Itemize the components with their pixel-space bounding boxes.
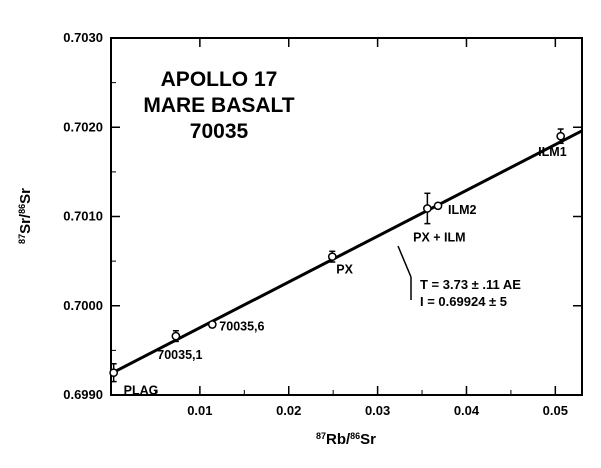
data-point-marker [556, 131, 566, 141]
x-axis-label: 87Rb/86Sr [316, 431, 376, 448]
xlabel-mass-top: 87 [316, 431, 326, 441]
x-tick-label: 0.01 [187, 403, 212, 418]
data-point-label: PLAG [124, 384, 159, 398]
data-point-label: 70035,6 [219, 319, 264, 333]
ylabel-elem-bottom: Sr [17, 188, 34, 204]
y-axis-label: 87Sr/86Sr [17, 188, 34, 244]
isochron-fit-line [110, 129, 583, 375]
y-tick-label: 0.7000 [63, 298, 103, 313]
x-tick-label: 0.04 [454, 403, 480, 418]
ylabel-mass-top: 87 [17, 234, 27, 244]
data-point-marker [423, 204, 432, 213]
y-tick-label: 0.7010 [63, 209, 103, 224]
data-point-marker [433, 201, 443, 211]
y-tick-label: 0.6990 [63, 387, 103, 402]
y-tick-label: 0.7020 [63, 119, 103, 134]
data-point-marker [171, 331, 181, 341]
ylabel-slash: / [17, 213, 34, 218]
xlabel-slash: / [346, 431, 351, 448]
data-point-label: ILM1 [538, 145, 567, 159]
title-line-3: 70035 [190, 120, 249, 143]
data-point-label: ILM2 [448, 203, 477, 217]
chart-title: APOLLO 17 MARE BASALT 70035 [143, 68, 294, 143]
xlabel-elem-top: Rb [326, 431, 346, 448]
x-tick-label: 0.05 [543, 403, 568, 418]
x-tick-label: 0.03 [365, 403, 390, 418]
data-point-marker [327, 252, 337, 262]
data-points: PLAG 70035,1 70035,6 PX PX + ILM ILM2 ILM1 [109, 128, 567, 398]
data-point-marker [109, 368, 119, 378]
annotation-age: T = 3.73 ± .11 AE [420, 277, 521, 292]
isochron-annotation: T = 3.73 ± .11 AE I = 0.69924 ± 5 [397, 245, 521, 309]
x-tick-label: 0.02 [276, 403, 301, 418]
data-point-label: PX [336, 263, 353, 277]
x-axis-ticks: 0.01 0.02 0.03 0.04 0.05 [154, 38, 568, 418]
annotation-leader [397, 245, 412, 278]
data-point-marker [207, 320, 217, 329]
annotation-initial: I = 0.69924 ± 5 [420, 294, 507, 309]
xlabel-mass-bottom: 86 [350, 431, 360, 441]
title-line-1: APOLLO 17 [161, 68, 278, 91]
data-point-label: PX + ILM [413, 230, 465, 244]
xlabel-elem-bottom: Sr [360, 431, 376, 448]
y-tick-label: 0.7030 [63, 30, 103, 45]
ylabel-mass-bottom: 86 [17, 204, 27, 214]
ylabel-elem-top: Sr [17, 218, 34, 234]
data-point-label: 70035,1 [157, 348, 202, 362]
title-line-2: MARE BASALT [143, 94, 294, 117]
y-axis-ticks: 0.6990 0.7000 0.7010 0.7020 0.7030 [63, 30, 582, 402]
plot-frame [110, 37, 583, 396]
